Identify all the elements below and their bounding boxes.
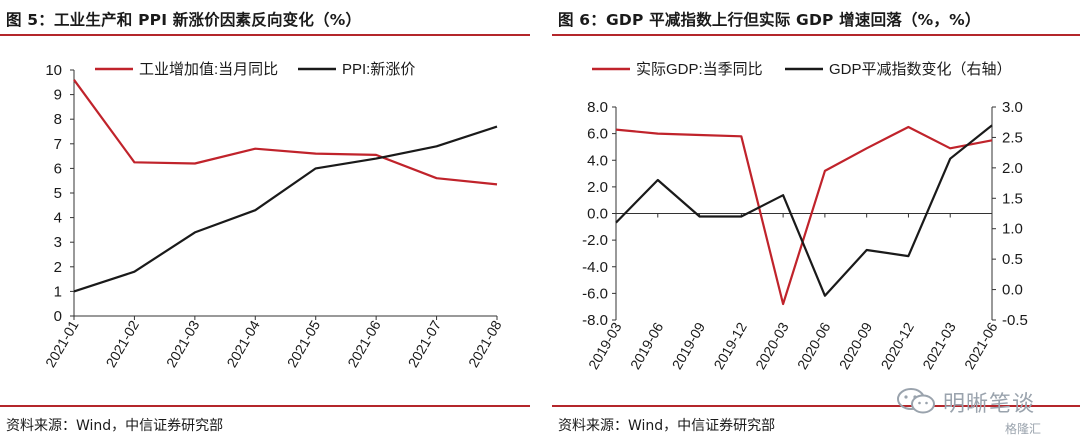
right-y-tick-label: -0.5: [1002, 312, 1028, 329]
right-y-tick-label: 3.0: [1002, 99, 1023, 116]
x-tick-label: 2019-06: [627, 319, 667, 372]
right-y-tick-label: 1.5: [1002, 190, 1023, 207]
x-tick-label: 2021-04: [223, 317, 263, 370]
left-y-tick-label: 4.0: [587, 152, 608, 169]
figure-6-title: 图 6：GDP 平减指数上行但实际 GDP 增速回落（%，%）: [558, 11, 981, 29]
y-tick-label: 1: [54, 283, 62, 300]
watermark-badge: 格隆汇: [1005, 422, 1042, 436]
y-tick-label: 5: [54, 185, 62, 202]
figure-5-chart: 0 1 2 3 4 5 6 7 8 9 10 2021-01 2021-02 2021-03 2021-04…: [42, 61, 505, 370]
figure-6-source: 资料来源：Wind，中信证券研究部: [558, 418, 776, 434]
series-line-2: [73, 125, 498, 293]
x-tick-label: 2020-06: [794, 319, 834, 372]
watermark: 明晰笔谈 格隆汇: [895, 384, 1075, 436]
figure-5-top-rule: [0, 34, 530, 36]
right-y-tick-label: 2.0: [1002, 160, 1023, 177]
y-tick-label: 7: [54, 136, 62, 153]
figure-5-bottom-rule: [0, 405, 530, 407]
legend-label-2: PPI:新涨价: [342, 61, 415, 78]
left-y-tick-label: 6.0: [587, 126, 608, 143]
left-y-tick-label: 0.0: [587, 206, 608, 223]
y-tick-label: 3: [54, 234, 62, 251]
figure-5-title: 图 5：工业生产和 PPI 新涨价因素反向变化（%）: [6, 11, 362, 29]
figure-6-bottom-rule: [552, 405, 1080, 407]
right-y-tick-label: 0.0: [1002, 282, 1023, 299]
series-line-1: [615, 125, 993, 306]
left-y-tick-label: -4.0: [582, 259, 608, 276]
figure-6-panel: 图 6：GDP 平减指数上行但实际 GDP 增速回落（%，%） -8.0 -6.0…: [552, 0, 1080, 445]
y-tick-label: 2: [54, 259, 62, 276]
left-y-tick-label: -2.0: [582, 232, 608, 249]
figure-6-top-rule: [552, 34, 1080, 36]
left-y-tick-label: 2.0: [587, 179, 608, 196]
y-tick-label: 6: [54, 160, 62, 177]
x-tick-label: 2021-07: [405, 317, 445, 370]
x-tick-label: 2019-12: [710, 319, 750, 372]
x-tick-label: 2020-12: [877, 319, 917, 372]
legend-label-1: 实际GDP:当季同比: [636, 61, 763, 78]
x-tick-label: 2021-06: [961, 319, 1001, 372]
y-tick-label: 9: [54, 87, 62, 104]
figure-5-panel: 图 5：工业生产和 PPI 新涨价因素反向变化（%） 0 1 2 3 4 5 6 7 8 9 10 2…: [0, 0, 530, 445]
series-line-1: [73, 79, 498, 186]
x-tick-label: 2020-09: [836, 319, 876, 372]
y-tick-label: 0: [54, 308, 62, 325]
y-tick-label: 10: [45, 62, 62, 79]
left-y-tick-label: 8.0: [587, 99, 608, 116]
x-tick-label: 2021-01: [42, 317, 82, 370]
figure-5-source: 资料来源：Wind，中信证券研究部: [6, 418, 224, 434]
right-y-tick-label: 1.0: [1002, 221, 1023, 238]
x-tick-label: 2020-03: [752, 319, 792, 372]
x-tick-label: 2021-03: [919, 319, 959, 372]
x-tick-label: 2021-02: [102, 317, 142, 370]
legend-label-2: GDP平减指数变化（右轴）: [829, 61, 1012, 78]
wechat-logo-icon: [897, 388, 935, 414]
x-tick-label: 2021-08: [465, 317, 505, 370]
left-y-tick-label: -8.0: [582, 312, 608, 329]
x-tick-label: 2021-05: [284, 317, 324, 370]
x-tick-label: 2021-06: [344, 317, 384, 370]
left-y-tick-label: -6.0: [582, 285, 608, 302]
watermark-text: 明晰笔谈: [943, 392, 1036, 417]
x-tick-label: 2019-09: [669, 319, 709, 372]
x-tick-label: 2021-03: [163, 317, 203, 370]
series-line-2: [615, 124, 993, 297]
legend-label-1: 工业增加值:当月同比: [139, 61, 278, 78]
right-y-tick-label: 2.5: [1002, 129, 1023, 146]
y-tick-label: 8: [54, 111, 62, 128]
y-tick-label: 4: [54, 210, 62, 227]
right-y-tick-label: 0.5: [1002, 251, 1023, 268]
figure-6-chart: -8.0 -6.0 -4.0 -2.0 0.0 2.0 4.0 6.0 8.0 -0.5 0.0 0.…: [582, 61, 1028, 372]
